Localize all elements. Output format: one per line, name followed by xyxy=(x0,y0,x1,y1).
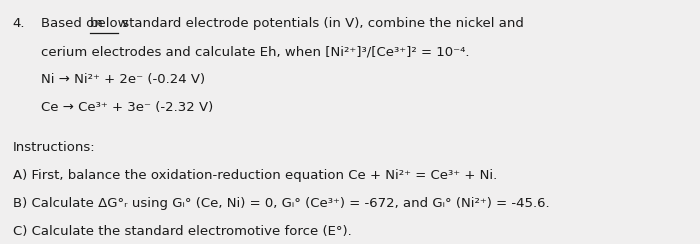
Text: standard electrode potentials (in V), combine the nickel and: standard electrode potentials (in V), co… xyxy=(118,17,524,30)
Text: B) Calculate ΔG°ᵣ using Gᵢ° (Ce, Ni) = 0, Gᵢ° (Ce³⁺) = -672, and Gᵢ° (Ni²⁺) = -4: B) Calculate ΔG°ᵣ using Gᵢ° (Ce, Ni) = 0… xyxy=(13,197,550,210)
Text: A) First, balance the oxidation-reduction equation Ce + Ni²⁺ = Ce³⁺ + Ni.: A) First, balance the oxidation-reductio… xyxy=(13,169,497,182)
Text: C) Calculate the standard electromotive force (E°).: C) Calculate the standard electromotive … xyxy=(13,225,351,238)
Text: Ce → Ce³⁺ + 3e⁻ (-2.32 V): Ce → Ce³⁺ + 3e⁻ (-2.32 V) xyxy=(41,101,213,114)
Text: 4.: 4. xyxy=(13,17,25,30)
Text: Ni → Ni²⁺ + 2e⁻ (-0.24 V): Ni → Ni²⁺ + 2e⁻ (-0.24 V) xyxy=(41,73,204,86)
Text: Instructions:: Instructions: xyxy=(13,141,95,153)
Text: cerium electrodes and calculate Eh, when [Ni²⁺]³/[Ce³⁺]² = 10⁻⁴.: cerium electrodes and calculate Eh, when… xyxy=(41,45,469,58)
Text: below: below xyxy=(90,17,129,30)
Text: Based on: Based on xyxy=(41,17,106,30)
